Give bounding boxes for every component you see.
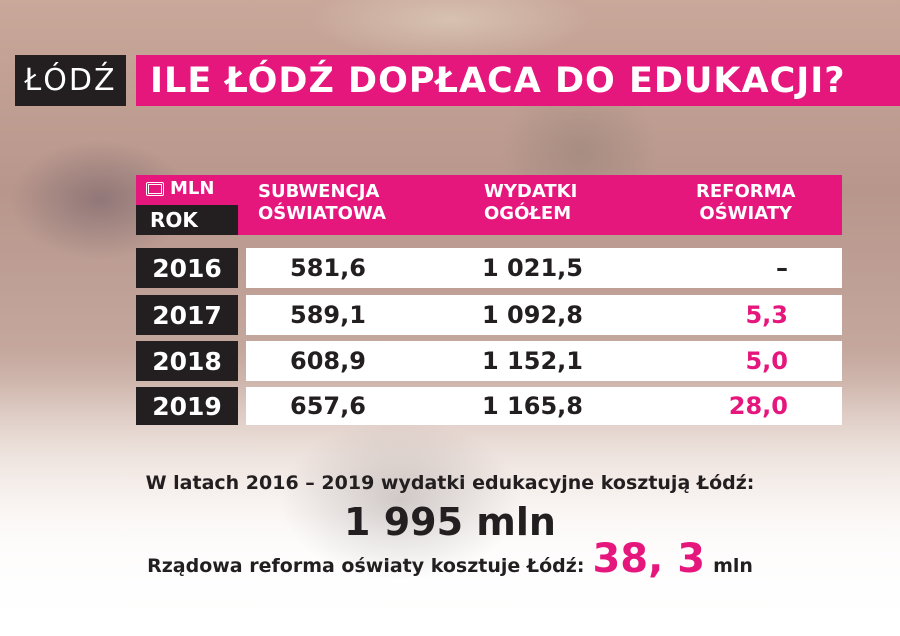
column-header-subwencja: SUBWENCJA OŚWIATOWA bbox=[258, 181, 386, 224]
year-header: ROK bbox=[136, 205, 238, 235]
total-cost: 1 995 mln bbox=[344, 500, 556, 544]
reforma-value: – bbox=[776, 254, 788, 282]
lodz-logo: ŁÓDŹ bbox=[15, 55, 126, 106]
table-row: 657,6 1 165,8 28,0 bbox=[246, 387, 842, 425]
logo-text: ŁÓDŹ bbox=[24, 63, 117, 98]
table-row: 589,1 1 092,8 5,3 bbox=[246, 295, 842, 335]
wydatki-value: 1 152,1 bbox=[482, 347, 583, 375]
table-row: 581,6 1 021,5 – bbox=[246, 248, 842, 288]
table-header: SUBWENCJA OŚWIATOWA WYDATKI OGÓŁEM REFORMA… bbox=[136, 175, 842, 235]
wydatki-value: 1 165,8 bbox=[482, 392, 583, 420]
reforma-value: 28,0 bbox=[728, 392, 788, 420]
reform-cost-line: Rządowa reforma oświaty kosztuje Łódź: 3… bbox=[0, 536, 900, 582]
subwencja-value: 581,6 bbox=[290, 254, 366, 282]
reform-cost-label: Rządowa reforma oświaty kosztuje Łódź: bbox=[147, 555, 585, 577]
wydatki-value: 1 021,5 bbox=[482, 254, 583, 282]
year-cell: 2017 bbox=[136, 295, 238, 335]
subwencja-value: 589,1 bbox=[290, 301, 366, 329]
column-header-reforma: REFORMA OŚWIATY bbox=[696, 181, 796, 224]
unit-label: MLN bbox=[146, 178, 214, 199]
subwencja-value: 608,9 bbox=[290, 347, 366, 375]
year-cell: 2019 bbox=[136, 387, 238, 425]
year-cell: 2016 bbox=[136, 248, 238, 288]
column-header-wydatki: WYDATKI OGÓŁEM bbox=[484, 181, 578, 224]
reforma-value: 5,3 bbox=[745, 301, 788, 329]
money-stack-icon bbox=[146, 181, 164, 196]
summary-line: W latach 2016 – 2019 wydatki edukacyjne … bbox=[145, 472, 755, 494]
reform-cost-value: 38, 3 bbox=[592, 536, 706, 582]
reforma-value: 5,0 bbox=[745, 347, 788, 375]
subwencja-value: 657,6 bbox=[290, 392, 366, 420]
table-row: 608,9 1 152,1 5,0 bbox=[246, 341, 842, 381]
wydatki-value: 1 092,8 bbox=[482, 301, 583, 329]
page-title: ILE ŁÓDŹ DOPŁACA DO EDUKACJI? bbox=[136, 55, 900, 106]
reform-cost-unit: mln bbox=[713, 555, 753, 577]
year-cell: 2018 bbox=[136, 341, 238, 381]
